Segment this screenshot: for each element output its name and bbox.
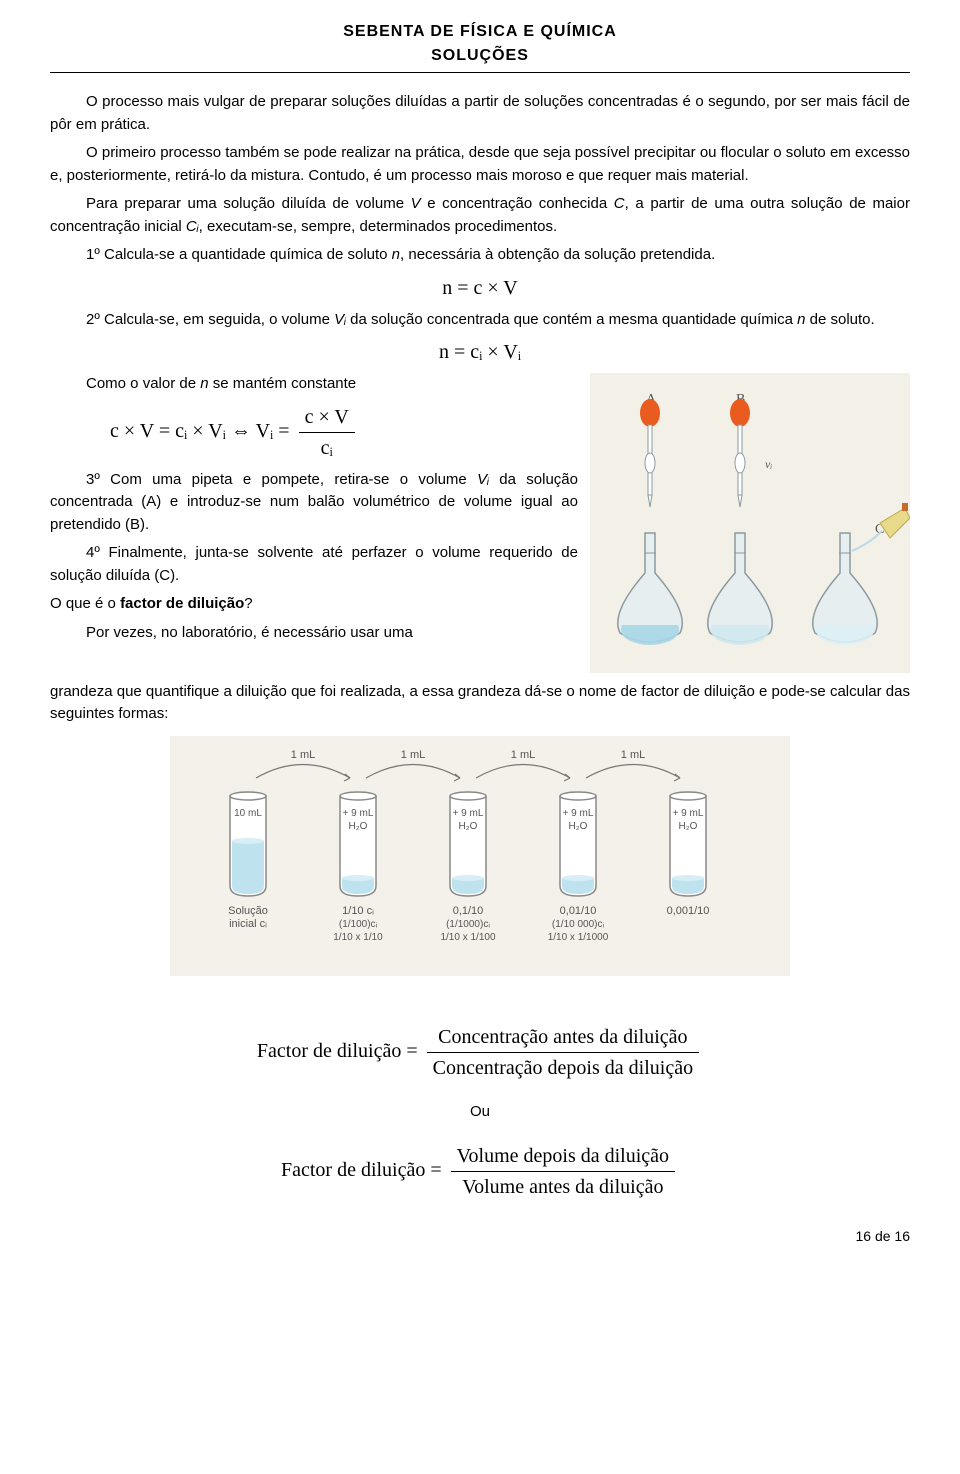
svg-text:+ 9 mL: + 9 mL bbox=[563, 808, 594, 819]
paragraph-9: O que é o factor de diluição? bbox=[50, 593, 578, 616]
svg-text:+ 9 mL: + 9 mL bbox=[343, 808, 374, 819]
formula-fd2: Factor de diluição = Volume depois da di… bbox=[50, 1141, 910, 1202]
svg-text:(1/1000)cᵢ: (1/1000)cᵢ bbox=[446, 919, 490, 930]
p4a: 1º Calcula-se a quantidade química de so… bbox=[86, 246, 392, 263]
p5c: de soluto. bbox=[805, 311, 874, 328]
f3-num: c × V bbox=[299, 402, 355, 433]
svg-text:+ 9 mL: + 9 mL bbox=[453, 808, 484, 819]
var-n3: n bbox=[200, 375, 208, 392]
formula-fd1: Factor de diluição = Concentração antes … bbox=[50, 1022, 910, 1083]
svg-text:+ 9 mL: + 9 mL bbox=[673, 808, 704, 819]
p3b: e concentração conhecida bbox=[421, 195, 614, 212]
svg-text:1/10 cᵢ: 1/10 cᵢ bbox=[342, 905, 374, 917]
svg-text:Solução: Solução bbox=[228, 905, 268, 917]
var-V: V bbox=[411, 195, 421, 212]
p6b: se mantém constante bbox=[209, 375, 357, 392]
fd1-frac: Concentração antes da diluição Concentra… bbox=[427, 1022, 699, 1083]
paragraph-1: O processo mais vulgar de preparar soluç… bbox=[50, 91, 910, 136]
svg-text:inicial cᵢ: inicial cᵢ bbox=[229, 918, 267, 930]
paragraph-8: 4º Finalmente, junta-se solvente até per… bbox=[50, 542, 578, 587]
formula-ou: Ou bbox=[50, 1101, 910, 1124]
p5a: 2º Calcula-se, em seguida, o volume bbox=[86, 311, 334, 328]
svg-text:H₂O: H₂O bbox=[459, 821, 478, 832]
var-Vi: Vᵢ bbox=[334, 311, 346, 328]
svg-text:1 mL: 1 mL bbox=[511, 749, 535, 761]
svg-text:0,1/10: 0,1/10 bbox=[453, 905, 484, 917]
paragraph-2: O primeiro processo também se pode reali… bbox=[50, 142, 910, 187]
svg-text:1 mL: 1 mL bbox=[291, 749, 315, 761]
var-Vi2: Vᵢ bbox=[477, 471, 489, 488]
svg-text:1/10 x 1/100: 1/10 x 1/100 bbox=[440, 932, 495, 943]
serial-dilution-figure: 1 mL 1 mL 1 mL 1 mL 10 mL Soluçãoinicial cᵢ + … bbox=[170, 736, 790, 976]
svg-text:10 mL: 10 mL bbox=[234, 808, 262, 819]
f3-frac: c × V cᵢ bbox=[299, 402, 355, 463]
svg-text:0,001/10: 0,001/10 bbox=[667, 905, 710, 917]
paragraph-10-start: Por vezes, no laboratório, é necessário … bbox=[50, 622, 578, 645]
header-divider bbox=[50, 72, 910, 73]
svg-text:1 mL: 1 mL bbox=[401, 749, 425, 761]
p6a: Como o valor de bbox=[86, 375, 200, 392]
paragraph-7: 3º Com uma pipeta e pompete, retira-se o… bbox=[50, 469, 578, 537]
svg-text:(1/100)cᵢ: (1/100)cᵢ bbox=[339, 919, 378, 930]
var-C: C bbox=[614, 195, 625, 212]
header-title: SEBENTA DE FÍSICA E QUÍMICA bbox=[50, 20, 910, 44]
svg-text:vᵢ: vᵢ bbox=[765, 457, 772, 471]
f3-den: cᵢ bbox=[299, 433, 355, 463]
p9c: ? bbox=[244, 595, 252, 612]
svg-text:H₂O: H₂O bbox=[569, 821, 588, 832]
fd2-label: Factor de diluição = bbox=[281, 1159, 442, 1181]
p4b: , necessária à obtenção da solução prete… bbox=[400, 246, 715, 263]
svg-text:1/10 x 1/1000: 1/10 x 1/1000 bbox=[548, 932, 609, 943]
svg-text:1/10 x 1/10: 1/10 x 1/10 bbox=[333, 932, 383, 943]
svg-text:0,01/10: 0,01/10 bbox=[560, 905, 597, 917]
paragraph-5: 2º Calcula-se, em seguida, o volume Vᵢ d… bbox=[50, 309, 910, 332]
svg-text:H₂O: H₂O bbox=[679, 821, 698, 832]
paragraph-6: Como o valor de n se mantém constante bbox=[50, 373, 578, 396]
flasks-illustration: ABvᵢC bbox=[590, 373, 910, 673]
var-n: n bbox=[392, 246, 400, 263]
page-footer: 16 de 16 bbox=[50, 1226, 910, 1247]
fd1-num: Concentração antes da diluição bbox=[427, 1022, 699, 1053]
fd2-den: Volume antes da diluição bbox=[451, 1172, 675, 1202]
flask-figure: ABvᵢC bbox=[590, 373, 910, 681]
svg-text:1 mL: 1 mL bbox=[621, 749, 645, 761]
fd2-num: Volume depois da diluição bbox=[451, 1141, 675, 1172]
paragraph-4: 1º Calcula-se a quantidade química de so… bbox=[50, 244, 910, 267]
fd1-den: Concentração depois da diluição bbox=[427, 1053, 699, 1083]
p3d: , executam-se, sempre, determinados proc… bbox=[199, 218, 558, 235]
var-Ci: Cᵢ bbox=[186, 218, 199, 235]
p3a: Para preparar uma solução diluída de vol… bbox=[86, 195, 411, 212]
header-subtitle: SOLUÇÕES bbox=[50, 44, 910, 68]
p9b: factor de diluição bbox=[120, 595, 244, 612]
formula-2: n = cᵢ × Vᵢ bbox=[50, 337, 910, 367]
svg-text:(1/10 000)cᵢ: (1/10 000)cᵢ bbox=[552, 919, 605, 930]
formula-1: n = c × V bbox=[50, 273, 910, 303]
f3-lhs: c × V = cᵢ × Vᵢ ⇔ Vᵢ = bbox=[110, 420, 290, 442]
fd2-frac: Volume depois da diluição Volume antes d… bbox=[451, 1141, 675, 1202]
p5b: da solução concentrada que contém a mesm… bbox=[346, 311, 797, 328]
p7a: 3º Com uma pipeta e pompete, retira-se o… bbox=[86, 471, 477, 488]
svg-text:H₂O: H₂O bbox=[349, 821, 368, 832]
paragraph-10-cont: grandeza que quantifique a diluição que … bbox=[50, 681, 910, 726]
p9a: O que é o bbox=[50, 595, 120, 612]
formula-3: c × V = cᵢ × Vᵢ ⇔ Vᵢ = c × V cᵢ bbox=[110, 402, 578, 463]
paragraph-3: Para preparar uma solução diluída de vol… bbox=[50, 193, 910, 238]
fd1-label: Factor de diluição = bbox=[257, 1040, 418, 1062]
